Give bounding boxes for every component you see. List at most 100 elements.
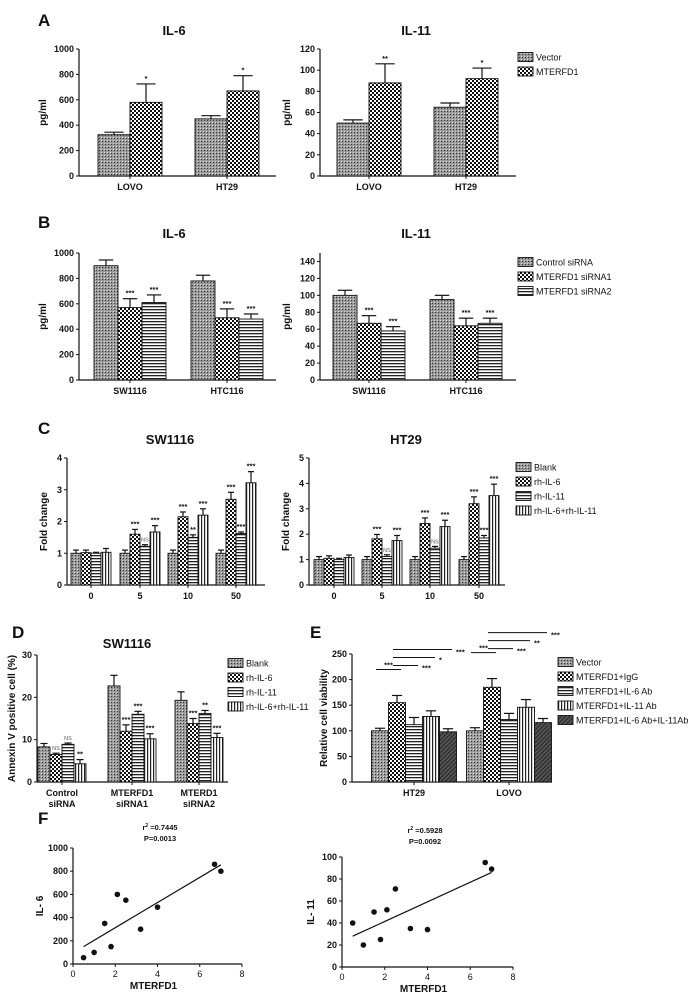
chart-title: IL-11 (401, 226, 431, 241)
bar (429, 299, 455, 381)
x-tick-label: 10 (425, 591, 435, 601)
significance-label: *** (146, 724, 155, 733)
significance-label: *** (393, 525, 402, 534)
regression-line (83, 864, 222, 948)
r-squared-value: =0.7445 (148, 823, 177, 832)
y-tick-label: 100 (300, 65, 315, 75)
bar (235, 533, 247, 586)
x-tick-label: HTC116 (210, 386, 243, 396)
bar (433, 106, 467, 177)
legend-label: MTERFD1 siRNA2 (536, 287, 612, 297)
bar (409, 559, 421, 586)
y-axis-label: Fold change (39, 492, 50, 551)
significance-label: *** (189, 709, 198, 718)
legend-label: MTERFD1+IL-6 Ab (576, 687, 652, 697)
legend-label: rh-IL-11 (246, 688, 277, 698)
significance-label: * (242, 66, 245, 75)
significance-label: *** (384, 660, 393, 669)
y-tick-label: 800 (53, 866, 68, 876)
data-point (371, 909, 377, 915)
bar (381, 556, 393, 586)
y-tick-label: 20 (327, 940, 337, 950)
bar (488, 495, 500, 586)
y-tick-label: 20 (305, 150, 315, 160)
chart-title: IL-6 (162, 226, 185, 241)
significance-label: *** (517, 647, 526, 656)
bar (167, 552, 179, 586)
x-tick-label: 2 (382, 972, 387, 982)
significance-label: *** (126, 289, 135, 298)
bar (194, 118, 228, 177)
y-tick-label: 200 (59, 146, 74, 156)
y-tick-label: 0 (332, 962, 337, 972)
bar (534, 722, 552, 783)
bar (245, 482, 257, 586)
y-tick-label: 4 (299, 478, 304, 488)
significance-label: *** (223, 299, 232, 308)
bar (429, 547, 441, 586)
y-tick-label: 60 (305, 108, 315, 118)
y-tick-label: 100 (322, 852, 337, 862)
y-tick-label: 3 (299, 504, 304, 514)
significance-label: *** (247, 462, 256, 471)
legend-label: MTERFD1 siRNA1 (536, 272, 612, 282)
significance-label: ** (190, 525, 196, 534)
bar (97, 134, 131, 177)
y-tick-label: 0 (299, 580, 304, 590)
significance-label: *** (480, 525, 489, 534)
significance-label: *** (389, 317, 398, 326)
bar (214, 317, 240, 381)
chart-title: SW1116 (146, 432, 194, 447)
x-tick-label: 6 (468, 972, 473, 982)
y-tick-label: 1000 (54, 44, 74, 54)
x-axis-label: MTERFD1 (400, 984, 448, 995)
bar (483, 686, 501, 783)
x-tick-label: 0 (331, 591, 336, 601)
x-tick-label: 5 (379, 591, 384, 601)
y-tick-label: 40 (327, 918, 337, 928)
y-axis-label: pg/ml (282, 99, 293, 126)
significance-label: *** (227, 482, 236, 491)
bar (371, 538, 383, 586)
significance-label: * (481, 58, 484, 67)
x-tick-label: 50 (231, 591, 241, 601)
y-axis-label: pg/ml (282, 303, 293, 330)
x-tick-label: MTERD1 siRNA2 (180, 788, 217, 809)
significance-label: ** (534, 639, 540, 648)
data-point (384, 907, 390, 913)
bar (478, 537, 490, 586)
y-tick-label: 400 (59, 324, 74, 334)
x-tick-label: LOVO (356, 182, 382, 192)
x-tick-label: HT29 (216, 182, 238, 192)
y-axis-label: IL- 6 (35, 895, 46, 916)
y-tick-label: 30 (22, 650, 32, 660)
data-point (407, 925, 414, 932)
bar (143, 738, 157, 783)
bar (139, 545, 151, 586)
x-tick-label: 50 (474, 591, 484, 601)
y-tick-label: 400 (53, 913, 68, 923)
x-tick-label: SW1116 (113, 386, 147, 396)
y-tick-label: 120 (300, 44, 315, 54)
x-tick-label: 2 (113, 969, 118, 979)
chart-f-il6: 0 200 400 600 800 1000 IL- 6 0 2 4 6 8 MTERFD1 r2 =0.… (35, 823, 245, 992)
bar (458, 559, 470, 586)
legend-swatch (515, 505, 532, 516)
legend-label: Blank (534, 463, 557, 473)
legend-swatch (557, 715, 574, 725)
panel-label: F (38, 809, 48, 828)
y-tick-label: 60 (327, 896, 337, 906)
legend-label: rh-IL-6 (534, 477, 561, 487)
x-tick-label: 8 (239, 969, 244, 979)
significance-label: * (439, 655, 442, 664)
significance-label: *** (373, 524, 382, 533)
significance-label: *** (199, 499, 208, 508)
y-axis-label: Annexin V positive cell (%) (7, 655, 18, 782)
bar (371, 730, 389, 783)
bar (343, 557, 355, 586)
x-tick-label: LOVO (117, 182, 143, 192)
bar (468, 503, 480, 586)
panel-label: E (310, 623, 321, 642)
